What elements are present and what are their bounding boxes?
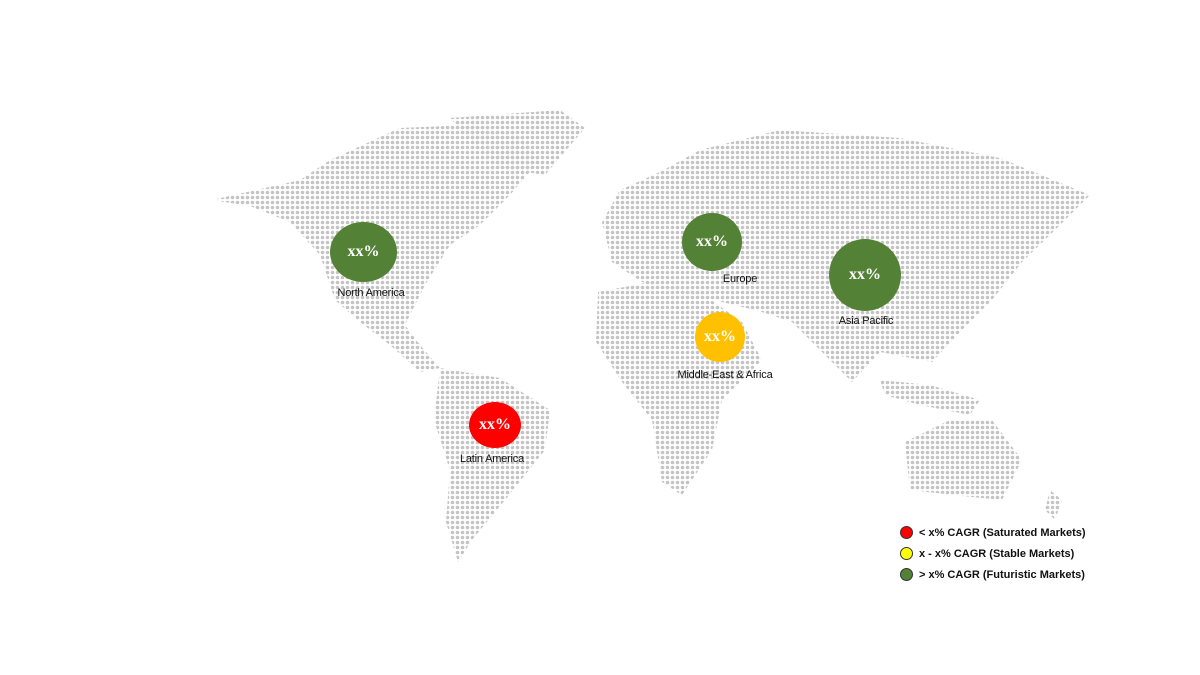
label-asia-pacific: Asia Pacific: [838, 315, 894, 327]
legend-item-futuristic: > x% CAGR (Futuristic Markets): [900, 564, 1086, 585]
label-europe: Europe: [722, 273, 758, 285]
bubble-europe: xx%: [682, 213, 742, 271]
legend-item-saturated: < x% CAGR (Saturated Markets): [900, 522, 1086, 543]
bubble-asia-pacific: xx%: [829, 239, 901, 311]
south-america-land: [434, 368, 550, 562]
bubble-middle-east-africa: xx%: [695, 312, 745, 362]
bubble-latin-america: xx%: [469, 402, 521, 448]
greenland-land: [450, 110, 585, 175]
legend-item-stable: x - x% CAGR (Stable Markets): [900, 543, 1086, 564]
indonesia-land: [880, 380, 980, 415]
red-dot-icon: [900, 526, 913, 539]
legend-label: x - x% CAGR (Stable Markets): [919, 547, 1075, 560]
green-dot-icon: [900, 568, 913, 581]
legend: < x% CAGR (Saturated Markets) x - x% CAG…: [900, 522, 1086, 585]
africa-land: [596, 282, 762, 495]
bubble-north-america: xx%: [330, 222, 397, 282]
label-middle-east-africa: Middle-East & Africa: [677, 369, 773, 381]
legend-label: > x% CAGR (Futuristic Markets): [919, 568, 1085, 581]
label-latin-america: Latin America: [459, 453, 525, 465]
label-north-america: North America: [337, 287, 405, 299]
australia-land: [905, 420, 1022, 500]
new-zealand-land: [1045, 490, 1062, 520]
legend-label: < x% CAGR (Saturated Markets): [919, 526, 1086, 539]
yellow-dot-icon: [900, 547, 913, 560]
